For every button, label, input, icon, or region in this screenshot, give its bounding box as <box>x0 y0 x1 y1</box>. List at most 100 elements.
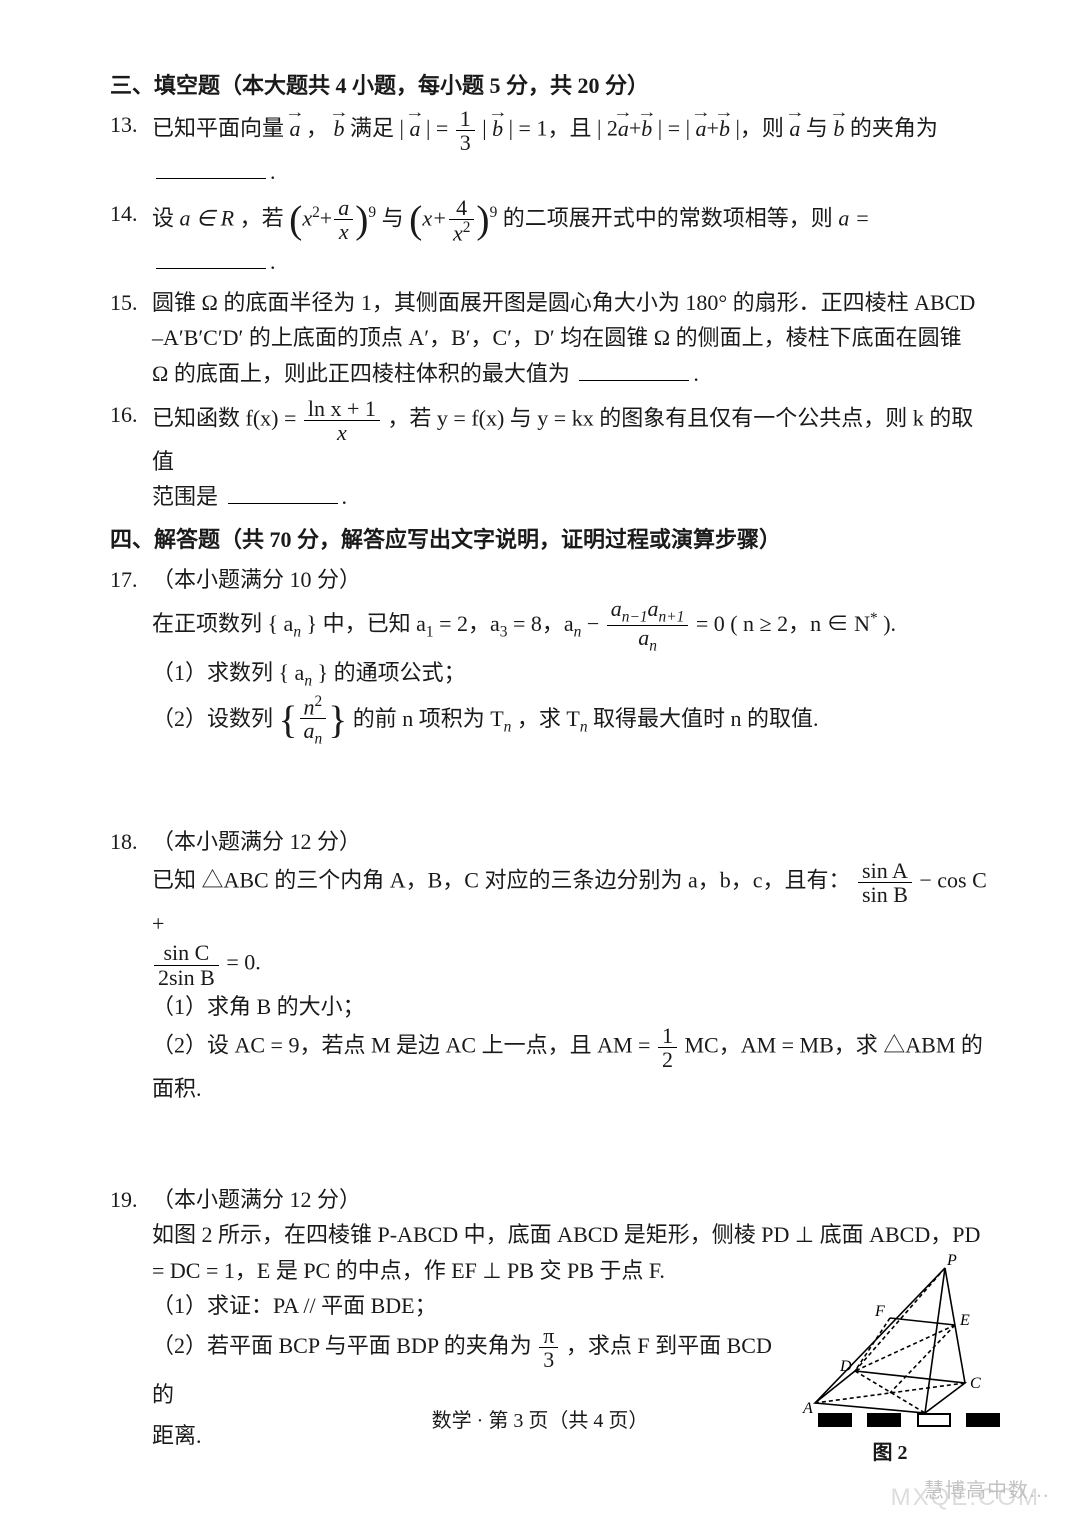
q17-l1c: = 2，a <box>439 611 500 636</box>
vec-a3: a <box>618 111 629 146</box>
q13-td: | = | <box>658 116 696 141</box>
p1b: 2 <box>312 204 320 221</box>
fd: sin B <box>858 882 912 906</box>
q14-td: 的二项展开式中的常数项相等，则 <box>503 205 839 230</box>
mark-open <box>917 1413 951 1427</box>
watermark-url: MXQE.COM <box>891 1479 1040 1517</box>
question-15: 15. 圆锥 Ω 的底面半径为 1，其侧面展开图是圆心角大小为 180° 的扇形… <box>110 285 990 391</box>
q13-num: 13. <box>110 107 152 189</box>
q14-ta: 设 <box>152 205 180 230</box>
q16-fn: ln x + 1 <box>304 397 380 420</box>
q17-p1: （1）求数列 { a <box>152 660 304 685</box>
q17-body: （本小题满分 10 分） 在正项数列 { a n } 中，已知 a1 = 2，a3… <box>152 562 990 748</box>
q13-c1: ， <box>306 116 328 141</box>
q17-points: （本小题满分 10 分） <box>152 567 361 592</box>
fn2: 4 <box>449 196 474 219</box>
q15-l2: –A′B′C′D′ 的上底面的顶点 A′，B′，C′，D′ 均在圆锥 Ω 的侧面… <box>152 325 962 350</box>
hd: 2 <box>658 1047 677 1071</box>
q14-num: 14. <box>110 196 152 280</box>
q13-tb: 满足 | <box>350 116 409 141</box>
vec-a4: a <box>696 111 707 146</box>
s3: 3 <box>500 623 508 640</box>
question-14: 14. 设 a ∈ R ，若 (x2+ax)9 与 (x+4x2)9 的二项展开… <box>110 196 990 280</box>
vec-b: b <box>334 111 345 146</box>
q18-p1: （1）求角 B 的大小； <box>152 994 365 1019</box>
a2: a <box>648 596 659 621</box>
vec-b3: b <box>641 111 652 146</box>
pw9a: 9 <box>368 204 376 221</box>
a3: a <box>638 625 649 650</box>
q19-p1: （1）求证：PA // 平面 BDE； <box>152 1288 780 1323</box>
vec-a5: a <box>789 111 800 146</box>
q14-aeq: a = <box>838 205 869 230</box>
question-17: 17. （本小题满分 10 分） 在正项数列 { a n } 中，已知 a1 = … <box>110 562 990 748</box>
q17-p1b: } 的通项公式； <box>312 660 466 685</box>
q17-p2c: ，求 T <box>517 706 580 731</box>
q17-l1b: } 中，已知 a <box>307 611 426 636</box>
q16-body: 已知函数 f(x) = ln x + 1 x ，若 y = f(x) 与 y =… <box>152 397 990 515</box>
pn: n2 <box>300 694 327 718</box>
fd2: x2 <box>449 219 474 244</box>
q14-tc: 与 <box>382 205 404 230</box>
q18-points: （本小题满分 12 分） <box>152 829 361 854</box>
label-E: E <box>959 1312 970 1329</box>
n2: 2 <box>315 693 323 710</box>
label-D: D <box>839 1358 852 1375</box>
q16-ta: 已知函数 f(x) = <box>152 405 302 430</box>
pn: π <box>539 1324 558 1347</box>
label-F: F <box>874 1303 885 1320</box>
q16-period: . <box>342 484 348 509</box>
sn: n <box>574 623 582 640</box>
s1: 1 <box>426 623 434 640</box>
q17-l1a: 在正项数列 { a <box>152 611 293 636</box>
q18-f2: sin C2sin B <box>154 941 219 988</box>
q16-frac: ln x + 1 x <box>304 397 380 444</box>
vec-b2: b <box>492 111 503 146</box>
q15-period: . <box>693 361 699 386</box>
q19-l2: = DC = 1，E 是 PC 的中点，作 EF ⊥ PB 交 PB 于点 F. <box>152 1253 780 1288</box>
q17-l1e: = 0 ( n ≥ 2，n ∈ N <box>696 611 870 636</box>
q15-blank <box>579 358 689 381</box>
fd2x: x <box>453 220 463 245</box>
q17-p2f: n2an <box>300 694 327 748</box>
section3-heading: 三、填空题（本大题共 4 小题，每小题 5 分，共 20 分） <box>110 68 990 103</box>
question-18: 18. （本小题满分 12 分） 已知 △ABC 的三个内角 A，B，C 对应的… <box>110 824 990 1106</box>
q14-blank <box>156 246 266 269</box>
paren-r2: ) <box>476 197 489 241</box>
s1: n−1 <box>622 608 648 625</box>
q13-tg: 的夹角为 <box>850 116 938 141</box>
q15-body: 圆锥 Ω 的底面半径为 1，其侧面展开图是圆心角大小为 180° 的扇形．正四棱… <box>152 285 990 391</box>
q13-body: 已知平面向量 a ， b 满足 | a | = 1 3 | b | = 1，且 … <box>152 107 990 189</box>
q13-te: |，则 <box>735 116 789 141</box>
q14-aR: a ∈ R <box>180 205 235 230</box>
p1a: x <box>302 205 312 230</box>
q17-frac: an−1an+1 an <box>607 597 689 655</box>
mark <box>818 1413 852 1427</box>
fd2: 2sin B <box>154 965 219 989</box>
pd: 3 <box>539 1347 558 1371</box>
pyramid-diagram: P A B C D E F <box>795 1253 985 1423</box>
q16-fd: x <box>304 420 380 444</box>
q15-l3: Ω 的底面上，则此正四棱柱体积的最大值为 <box>152 361 570 386</box>
fn: sin A <box>858 859 912 882</box>
q16-blank <box>228 481 338 504</box>
mark <box>867 1413 901 1427</box>
fn: a <box>334 196 353 219</box>
a: a <box>304 718 315 743</box>
alignment-marks <box>808 1402 1001 1437</box>
a1: a <box>611 596 622 621</box>
star: * <box>870 610 878 627</box>
q17-p2d: 取得最大值时 n 的取值. <box>593 706 819 731</box>
paren-l2: ( <box>409 197 422 241</box>
hn: 1 <box>658 1024 677 1047</box>
fn: an−1an+1 <box>607 597 689 626</box>
q14-f2: 4x2 <box>449 196 474 245</box>
plus: + <box>320 205 332 230</box>
mark <box>966 1413 1000 1427</box>
fd: x <box>334 219 353 243</box>
label-P: P <box>946 1253 957 1269</box>
q18-half: 12 <box>658 1024 677 1071</box>
vec-a2: a <box>409 111 420 146</box>
tn: n <box>504 718 512 735</box>
q17-num: 17. <box>110 562 152 748</box>
